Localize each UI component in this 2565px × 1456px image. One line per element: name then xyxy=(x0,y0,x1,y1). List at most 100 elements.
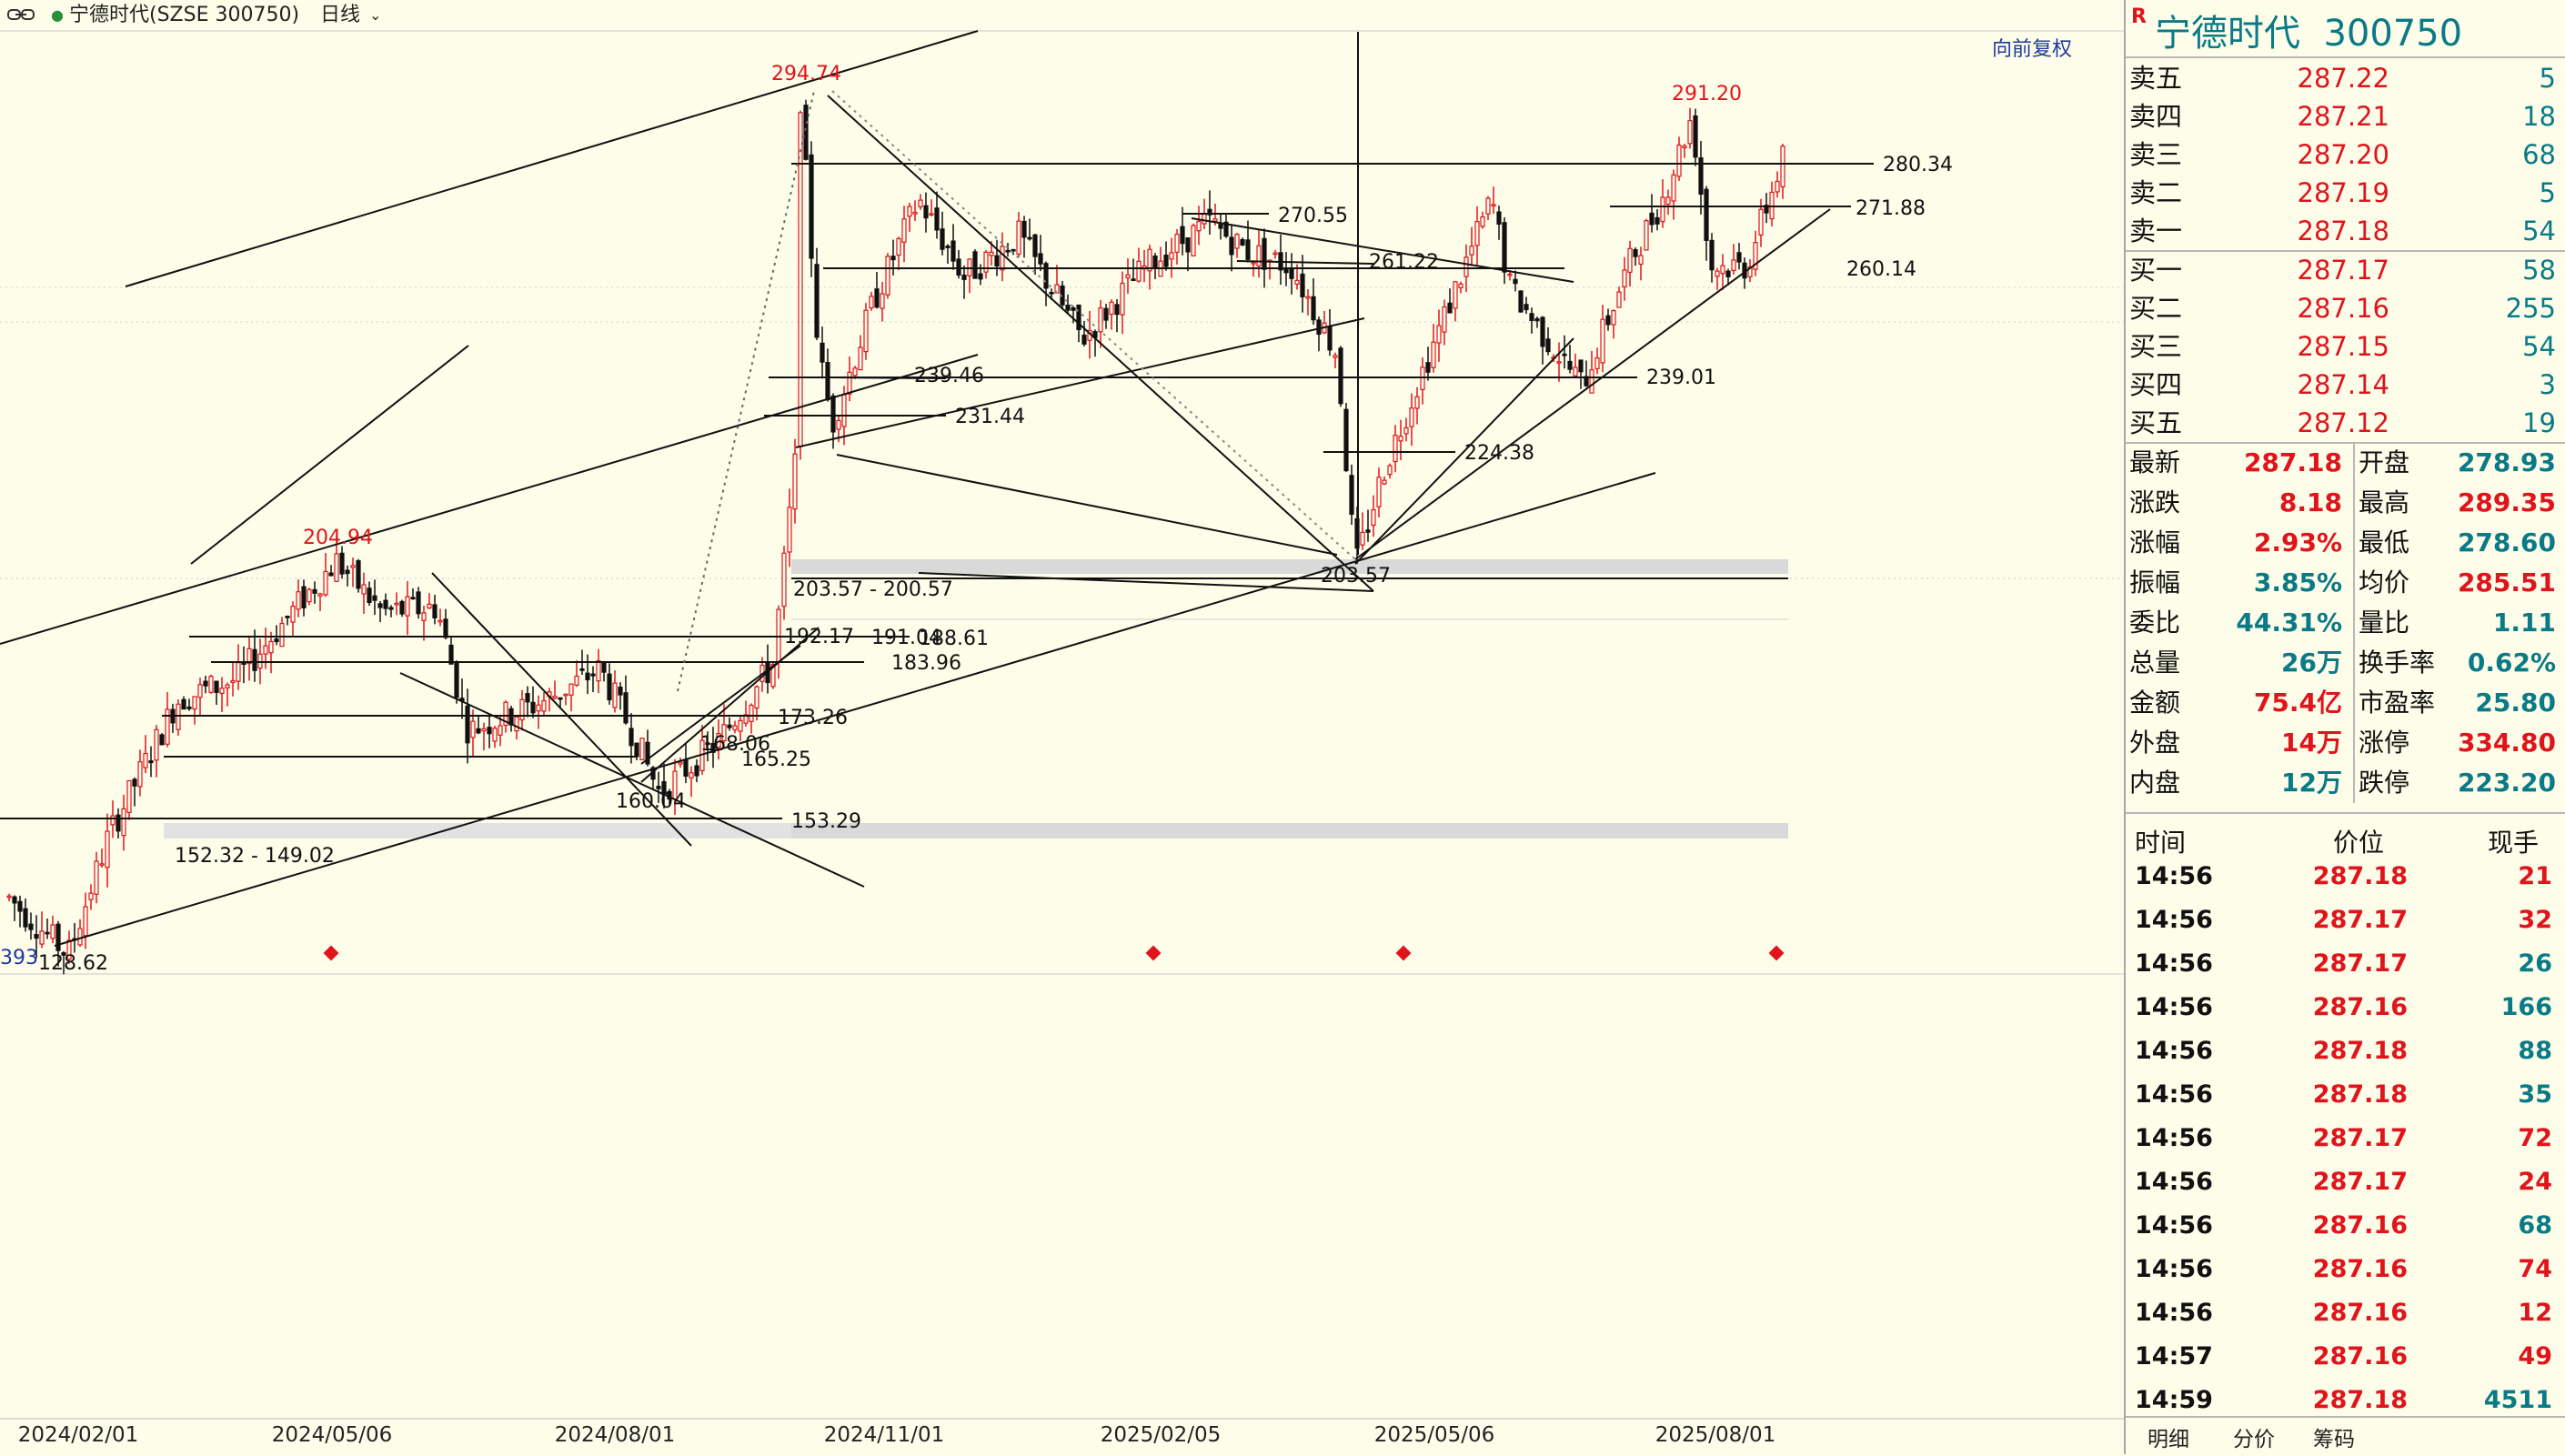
fuquan-label[interactable]: 向前复权 xyxy=(1992,38,2073,61)
date-tick-label: 2025/02/05 xyxy=(1100,1423,1222,1447)
candle xyxy=(530,701,536,714)
candle xyxy=(519,698,525,721)
candle xyxy=(1611,310,1616,326)
tick-qty: 26 xyxy=(2518,949,2552,978)
candle xyxy=(1016,220,1021,255)
level-price: 287.22 xyxy=(2297,63,2389,94)
candle xyxy=(1496,211,1502,225)
candle xyxy=(159,734,165,746)
candle xyxy=(847,371,852,395)
stock-name-code: 宁德时代 300750 xyxy=(2155,13,2463,55)
price-label: 204.94 xyxy=(303,527,373,549)
link-icon[interactable] xyxy=(7,7,35,22)
candle xyxy=(629,728,634,747)
tab-mingxi[interactable]: 明细 xyxy=(2148,1428,2189,1451)
stat-key: 最低 xyxy=(2359,527,2410,557)
candle xyxy=(465,705,470,744)
candle xyxy=(645,741,650,765)
tick-time: 14:56 xyxy=(2135,1124,2213,1152)
tick-time: 14:56 xyxy=(2135,993,2213,1021)
tick-qty: 4511 xyxy=(2483,1386,2552,1414)
tick-row: 14:56 287.16 68 xyxy=(2126,1204,2565,1248)
candle xyxy=(749,704,754,722)
level-price: 287.17 xyxy=(2297,255,2389,286)
tick-qty: 35 xyxy=(2518,1080,2552,1109)
price-label: 153.29 xyxy=(791,810,861,833)
tab-chouma[interactable]: 筹码 xyxy=(2313,1428,2355,1451)
candle xyxy=(858,346,863,371)
candle xyxy=(443,618,448,638)
tick-row: 14:56 287.18 88 xyxy=(2126,1029,2565,1073)
level-price: 287.20 xyxy=(2297,139,2389,170)
candle xyxy=(885,256,890,296)
candle xyxy=(116,814,121,832)
stat-value: 44.31% xyxy=(2236,608,2342,638)
candle xyxy=(1223,221,1229,237)
stat-key: 量比 xyxy=(2359,608,2410,638)
candle xyxy=(743,714,749,724)
candle xyxy=(639,738,645,760)
candle xyxy=(1442,306,1447,333)
candle xyxy=(252,648,257,671)
trendlines-group xyxy=(0,30,1874,947)
level-volume: 5 xyxy=(2539,63,2556,94)
candle xyxy=(1311,296,1316,321)
stat-item: 外盘 14万 xyxy=(2126,723,2351,763)
candle xyxy=(328,572,334,577)
candle xyxy=(705,742,710,746)
candle xyxy=(492,728,498,742)
stat-item: 市盈率 25.80 xyxy=(2355,683,2565,723)
period-selector[interactable]: 日线 xyxy=(320,4,361,26)
candle xyxy=(934,207,940,231)
bid-row: 买五 287.12 19 xyxy=(2126,404,2565,442)
candle xyxy=(514,716,519,732)
tick-qty: 74 xyxy=(2518,1255,2552,1283)
candle xyxy=(689,772,694,778)
level-label: 买五 xyxy=(2129,407,2183,438)
price-label: 173.26 xyxy=(778,707,848,729)
candle xyxy=(405,596,410,617)
stock-title: 宁德时代(SZSE 300750) xyxy=(69,4,300,26)
candle xyxy=(940,228,945,250)
trend-line xyxy=(0,354,979,645)
candle xyxy=(1655,216,1660,225)
stat-item: 总量 26万 xyxy=(2126,643,2351,683)
candle xyxy=(6,895,12,899)
candle xyxy=(803,105,809,160)
candle xyxy=(623,692,629,724)
candle xyxy=(1731,259,1736,271)
tick-price: 287.17 xyxy=(2312,949,2408,978)
chevron-down-icon[interactable]: ⌄ xyxy=(369,6,382,24)
tick-price: 287.16 xyxy=(2312,1211,2408,1240)
candle xyxy=(383,599,388,609)
candle xyxy=(1715,270,1720,277)
dotted-trend-line xyxy=(831,90,1356,560)
tick-time: 14:56 xyxy=(2135,1168,2213,1196)
candle xyxy=(367,587,372,604)
tab-fenjia[interactable]: 分价 xyxy=(2233,1428,2275,1451)
tick-price: 287.17 xyxy=(2312,906,2408,934)
candle xyxy=(1071,307,1076,311)
level-volume: 18 xyxy=(2522,101,2556,132)
candle xyxy=(1660,196,1665,223)
tick-qty: 88 xyxy=(2518,1037,2552,1065)
level-label: 买三 xyxy=(2129,331,2183,362)
candle xyxy=(634,742,639,758)
candle xyxy=(1665,196,1671,206)
candle xyxy=(296,591,301,610)
candle xyxy=(377,603,383,608)
candle xyxy=(596,660,601,682)
candle xyxy=(1469,246,1474,256)
candle xyxy=(1775,180,1780,193)
candle xyxy=(481,728,487,732)
candle xyxy=(607,673,612,701)
level-label: 买四 xyxy=(2129,369,2183,400)
price-label: 261.22 xyxy=(1369,251,1439,274)
stat-value: 278.93 xyxy=(2457,447,2556,477)
candle xyxy=(350,565,356,568)
kline-chart[interactable]: 294.74 291.20 204.94 280.34 271.88 270.55 261.… xyxy=(0,0,2124,1454)
trend-line xyxy=(1354,208,1831,560)
tick-time: 14:56 xyxy=(2135,1211,2213,1240)
tick-price: 287.18 xyxy=(2312,1386,2408,1414)
date-tick-label: 2024/02/01 xyxy=(17,1423,139,1447)
